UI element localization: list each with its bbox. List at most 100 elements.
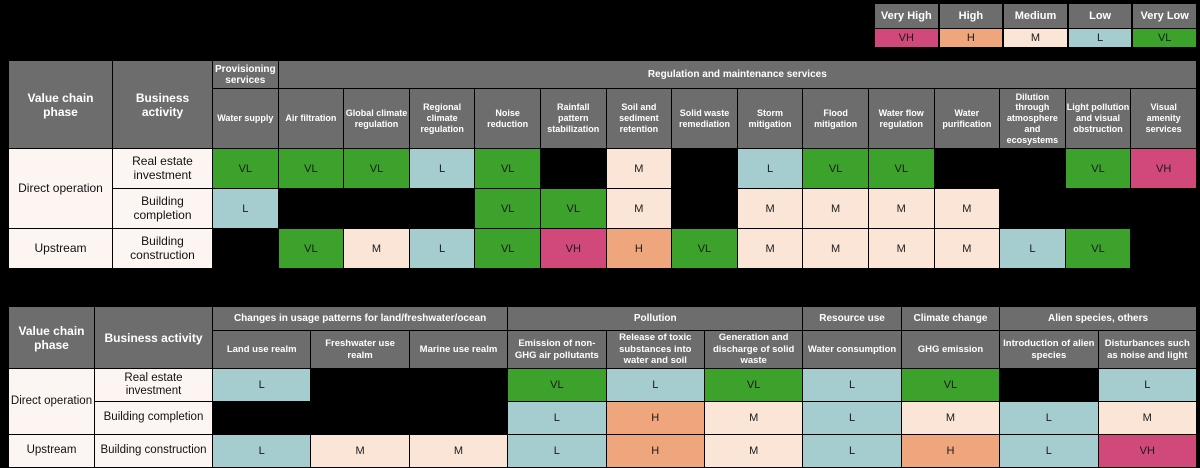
rating-cell [671, 188, 738, 229]
rating-cell: M [605, 148, 673, 189]
rating-cell: VL [867, 148, 935, 189]
rating-cell: M [802, 228, 869, 269]
group-header: Alien species, others [999, 306, 1197, 331]
rating-cell [539, 148, 607, 189]
rating-cell: VL [277, 228, 345, 269]
phase-cell: Upstream [8, 228, 113, 269]
group-header: Resource use [802, 306, 902, 331]
rating-cell: H [605, 228, 673, 269]
rating-cell: H [605, 434, 705, 468]
rating-cell: M [867, 228, 935, 269]
matrix-table-1: Value chain phase Business activity Provis… [8, 60, 1198, 269]
activity-cell: Building completion [112, 188, 213, 229]
group-header: Climate change [900, 306, 1001, 331]
table-row: Direct operation Real estate investment VL… [8, 148, 1197, 229]
corner-header: Value chain phase [8, 60, 113, 149]
corner-header: Business activity [112, 60, 213, 149]
activity-cell: Building construction [94, 434, 213, 468]
rating-cell [933, 148, 1001, 189]
rating-cell: VL [507, 368, 607, 402]
column-header: Water flow regulation [867, 88, 935, 149]
legend-label: High [938, 3, 1004, 29]
rating-cell: M [933, 188, 1001, 229]
group-header: Provisioning services [212, 60, 279, 89]
column-header: Land use realm [211, 330, 312, 369]
table-row: Building completion L VL VL M M M M M [9, 188, 1197, 229]
legend-label: Medium [1003, 3, 1068, 29]
rating-cell [999, 368, 1099, 402]
legend-swatch: VH [874, 29, 939, 48]
rating-cell [310, 401, 410, 435]
rating-cell: VL [212, 148, 279, 189]
rating-cell: M [736, 228, 804, 269]
rating-cell: L [211, 434, 312, 468]
legend-swatch: H [938, 29, 1004, 48]
rating-cell: L [802, 434, 902, 468]
column-header: Disturbances such as noise and light [1097, 330, 1198, 369]
table-row: Building completion L H M L M L M [9, 401, 1198, 435]
rating-cell: VL [539, 188, 607, 229]
rating-cell [408, 368, 509, 402]
rating-cell: VL [900, 368, 1001, 402]
column-header: Global climate regulation [343, 88, 410, 149]
table-row: Upstream Building construction L M M L H M L H L VH [8, 434, 1198, 468]
rating-cell: L [1097, 368, 1198, 402]
column-header: Introduction of alien species [999, 330, 1099, 369]
rating-cell [1130, 188, 1197, 229]
rating-cell: VL [474, 228, 541, 269]
activity-cell: Building construction [112, 228, 213, 269]
rating-cell: M [310, 434, 410, 468]
column-header: Visual amenity services [1130, 88, 1197, 149]
phase-cell: Direct operation [8, 368, 95, 435]
corner-header: Value chain phase [8, 306, 95, 369]
legend-swatch: VL [1132, 29, 1197, 48]
rating-cell: VL [671, 228, 738, 269]
legend-label: Low [1067, 3, 1133, 29]
column-header: Regional climate regulation [408, 88, 476, 149]
rating-cell: L [736, 148, 804, 189]
rating-cell: VH [1130, 148, 1197, 189]
column-header: Storm mitigation [736, 88, 804, 149]
rating-cell [999, 188, 1066, 229]
rating-cell: L [999, 228, 1066, 269]
activity-cell: Real estate investment [112, 148, 213, 189]
rating-cell: L [802, 368, 902, 402]
rating-cell [1064, 188, 1132, 229]
rating-cell [211, 401, 312, 435]
rating-cell [343, 188, 410, 229]
rating-cell: VL [474, 148, 541, 189]
rating-cell [408, 401, 509, 435]
rating-cell: M [933, 228, 1001, 269]
heatmap-table: Value chain phase Business activity Change… [8, 306, 1198, 468]
rating-cell: L [211, 368, 312, 402]
column-header: Marine use realm [408, 330, 509, 369]
rating-cell: M [605, 188, 673, 229]
heatmap-table: Value chain phase Business activity Provis… [8, 60, 1198, 269]
rating-cell: VH [539, 228, 607, 269]
group-header: Pollution [507, 306, 804, 331]
legend-label: Very High [874, 3, 939, 29]
rating-cell [1130, 228, 1197, 269]
rating-cell: M [802, 188, 869, 229]
legend-swatch: L [1067, 29, 1133, 48]
column-header: Water purification [933, 88, 1001, 149]
rating-cell: L [507, 401, 607, 435]
legend-label: Very Low [1132, 3, 1197, 29]
column-header: GHG emission [900, 330, 1001, 369]
legend-swatch: M [1003, 29, 1068, 48]
rating-cell: VL [802, 148, 869, 189]
rating-cell: VH [1097, 434, 1198, 468]
rating-cell: M [408, 434, 509, 468]
rating-cell: L [802, 401, 902, 435]
column-header: Dilution through atmosphere and ecosyste… [999, 88, 1066, 149]
rating-cell: M [736, 188, 804, 229]
column-header: Solid waste remediation [671, 88, 738, 149]
rating-cell: M [900, 401, 1001, 435]
rating-cell: VL [474, 188, 541, 229]
column-header: Light pollution and visual obstruction [1064, 88, 1132, 149]
activity-cell: Building completion [94, 401, 213, 435]
table-row: Upstream Building construction VL M L VL VH H VL… [8, 228, 1197, 269]
column-header: Water supply [212, 88, 279, 149]
rating-cell: VL [1064, 148, 1132, 189]
